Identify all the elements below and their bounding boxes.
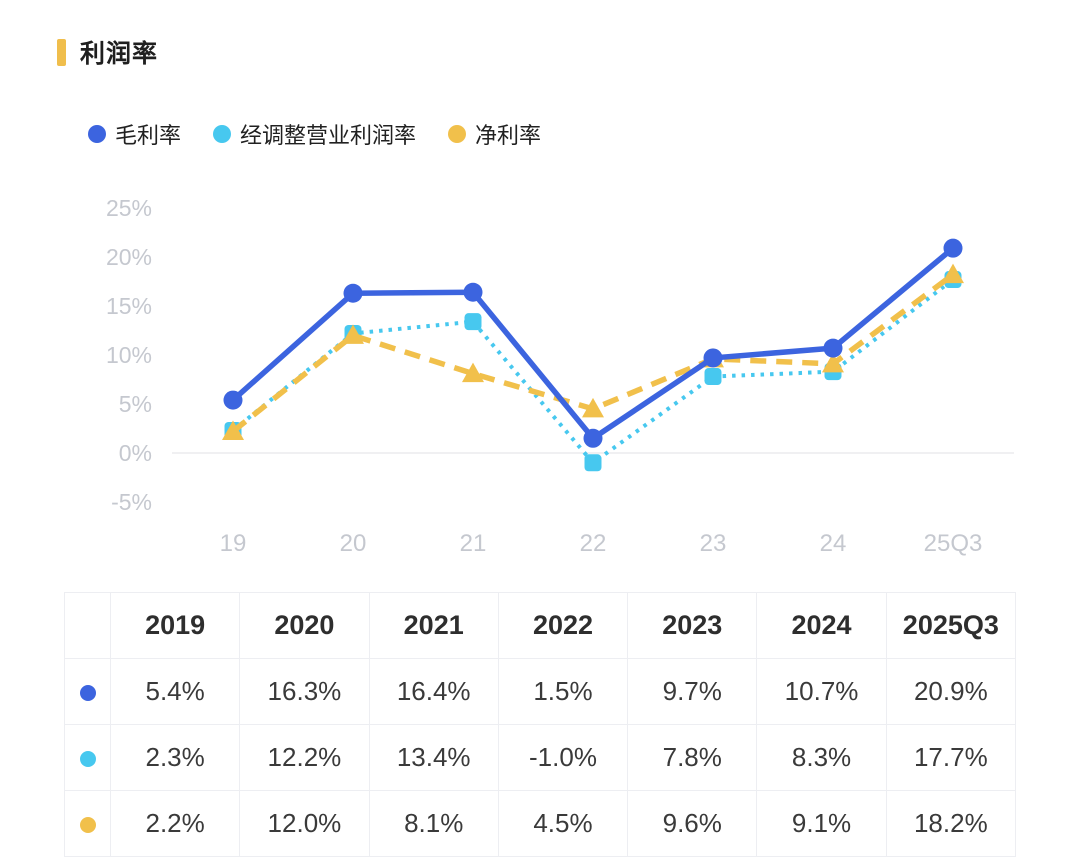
adjusted-operating-margin-point — [704, 368, 722, 386]
series-dot-icon — [79, 817, 96, 834]
table-cell: 8.3% — [756, 724, 887, 791]
net-margin-point — [342, 324, 364, 344]
data-table-container: 2019 2020 2021 2022 2023 2024 2025Q3 5.4% 16.3% 1… — [64, 592, 1017, 857]
table-cell: 9.7% — [627, 658, 758, 725]
table-row: 2.2% 12.0% 8.1% 4.5% 9.6% 9.1% 18.2% — [64, 790, 1017, 857]
adjusted-operating-margin-point — [464, 313, 482, 331]
gross-margin-legend-dot-icon — [88, 125, 106, 143]
y-axis-tick-label: -5% — [111, 489, 152, 515]
series-dot-icon — [79, 685, 96, 702]
margin-line-chart: 25% 20% 15% 10% 5% 0% -5% 19 20 21 22 23 24 25Q3 — [106, 195, 1014, 557]
x-axis-tick-label: 24 — [820, 530, 847, 557]
net-margin-legend-dot-icon — [448, 125, 467, 143]
table-header-cell: 2025Q3 — [885, 592, 1017, 659]
page-title: 利润率 — [80, 40, 159, 68]
x-axis-tick-label: 25Q3 — [924, 530, 983, 557]
table-header-row: 2019 2020 2021 2022 2023 2024 2025Q3 — [64, 592, 1017, 659]
table-cell: 12.0% — [239, 790, 370, 857]
table-header-cell: 2021 — [368, 592, 499, 659]
table-cell: 12.2% — [239, 724, 370, 791]
y-axis-tick-label: 10% — [106, 342, 152, 368]
table-header-cell: 2022 — [497, 592, 629, 659]
y-axis-tick-label: 20% — [106, 244, 152, 270]
series-dot-cell — [64, 790, 111, 857]
table-cell: 2.3% — [109, 724, 241, 791]
table-header-cell: 2019 — [109, 592, 241, 659]
table-header-cell: 2023 — [627, 592, 758, 659]
table-row: 5.4% 16.3% 16.4% 1.5% 9.7% 10.7% 20.9% — [64, 658, 1017, 725]
table-cell: 16.3% — [239, 658, 370, 725]
gross-margin-point — [343, 283, 363, 303]
table-cell: -1.0% — [497, 724, 629, 791]
net-margin-point — [582, 397, 604, 418]
chart-legend: 毛利率 经调整营业利润率 净利率 — [88, 118, 541, 150]
gross-margin-point — [463, 282, 483, 302]
legend-item-adjusted-operating-margin[interactable]: 经调整营业利润率 — [213, 118, 416, 150]
series-dot-cell — [64, 658, 111, 725]
section-header: 利润率 — [57, 34, 158, 70]
table-header-cell: 2024 — [756, 592, 887, 659]
series-dot-column-header — [64, 592, 111, 659]
table-cell: 2.2% — [109, 790, 241, 857]
gross-margin-point — [943, 238, 963, 258]
y-axis-tick-label: 5% — [119, 391, 152, 417]
adjusted-operating-margin-legend-dot-icon — [213, 125, 232, 143]
table-row: 2.3% 12.2% 13.4% -1.0% 7.8% 8.3% 17.7% — [64, 724, 1017, 791]
table-cell: 9.6% — [627, 790, 758, 857]
gross-margin-point — [823, 338, 843, 358]
table-cell: 16.4% — [368, 658, 499, 725]
table-cell: 8.1% — [368, 790, 499, 857]
net-margin-point — [822, 352, 844, 373]
table-header-cell: 2020 — [239, 592, 370, 659]
series-dot-icon — [79, 751, 96, 768]
title-accent-bar — [57, 38, 66, 66]
adjusted-operating-margin-point — [584, 454, 602, 472]
series-dot-cell — [64, 724, 111, 791]
table-cell: 5.4% — [109, 658, 241, 725]
x-axis-tick-label: 19 — [220, 530, 247, 557]
gross-margin-point — [223, 390, 243, 410]
x-axis-tick-label: 21 — [460, 530, 487, 557]
y-axis-tick-label: 25% — [106, 195, 152, 221]
y-axis-tick-label: 0% — [119, 440, 152, 466]
x-axis-tick-label: 22 — [580, 530, 607, 557]
net-margin-point — [462, 362, 484, 383]
gross-margin-point — [583, 428, 603, 448]
x-axis-tick-label: 23 — [700, 530, 727, 557]
table-cell: 17.7% — [885, 724, 1017, 791]
table-cell: 10.7% — [756, 658, 887, 725]
y-axis-tick-label: 15% — [106, 293, 152, 319]
legend-item-gross-margin[interactable]: 毛利率 — [88, 118, 181, 150]
table-cell: 7.8% — [627, 724, 758, 791]
table-cell: 4.5% — [497, 790, 629, 857]
margin-data-table: 2019 2020 2021 2022 2023 2024 2025Q3 5.4% 16.3% 1… — [64, 592, 1017, 857]
legend-label: 毛利率 — [115, 123, 182, 148]
net-margin-point — [942, 263, 964, 284]
gross-margin-point — [703, 348, 723, 368]
x-axis-tick-label: 20 — [340, 530, 367, 557]
legend-label: 经调整营业利润率 — [240, 123, 417, 148]
table-cell: 20.9% — [885, 658, 1017, 725]
table-cell: 18.2% — [885, 790, 1017, 857]
net-margin-point — [222, 420, 244, 440]
table-cell: 9.1% — [756, 790, 887, 857]
table-cell: 1.5% — [497, 658, 629, 725]
legend-item-net-margin[interactable]: 净利率 — [448, 118, 541, 150]
legend-label: 净利率 — [475, 123, 542, 148]
table-cell: 13.4% — [368, 724, 499, 791]
